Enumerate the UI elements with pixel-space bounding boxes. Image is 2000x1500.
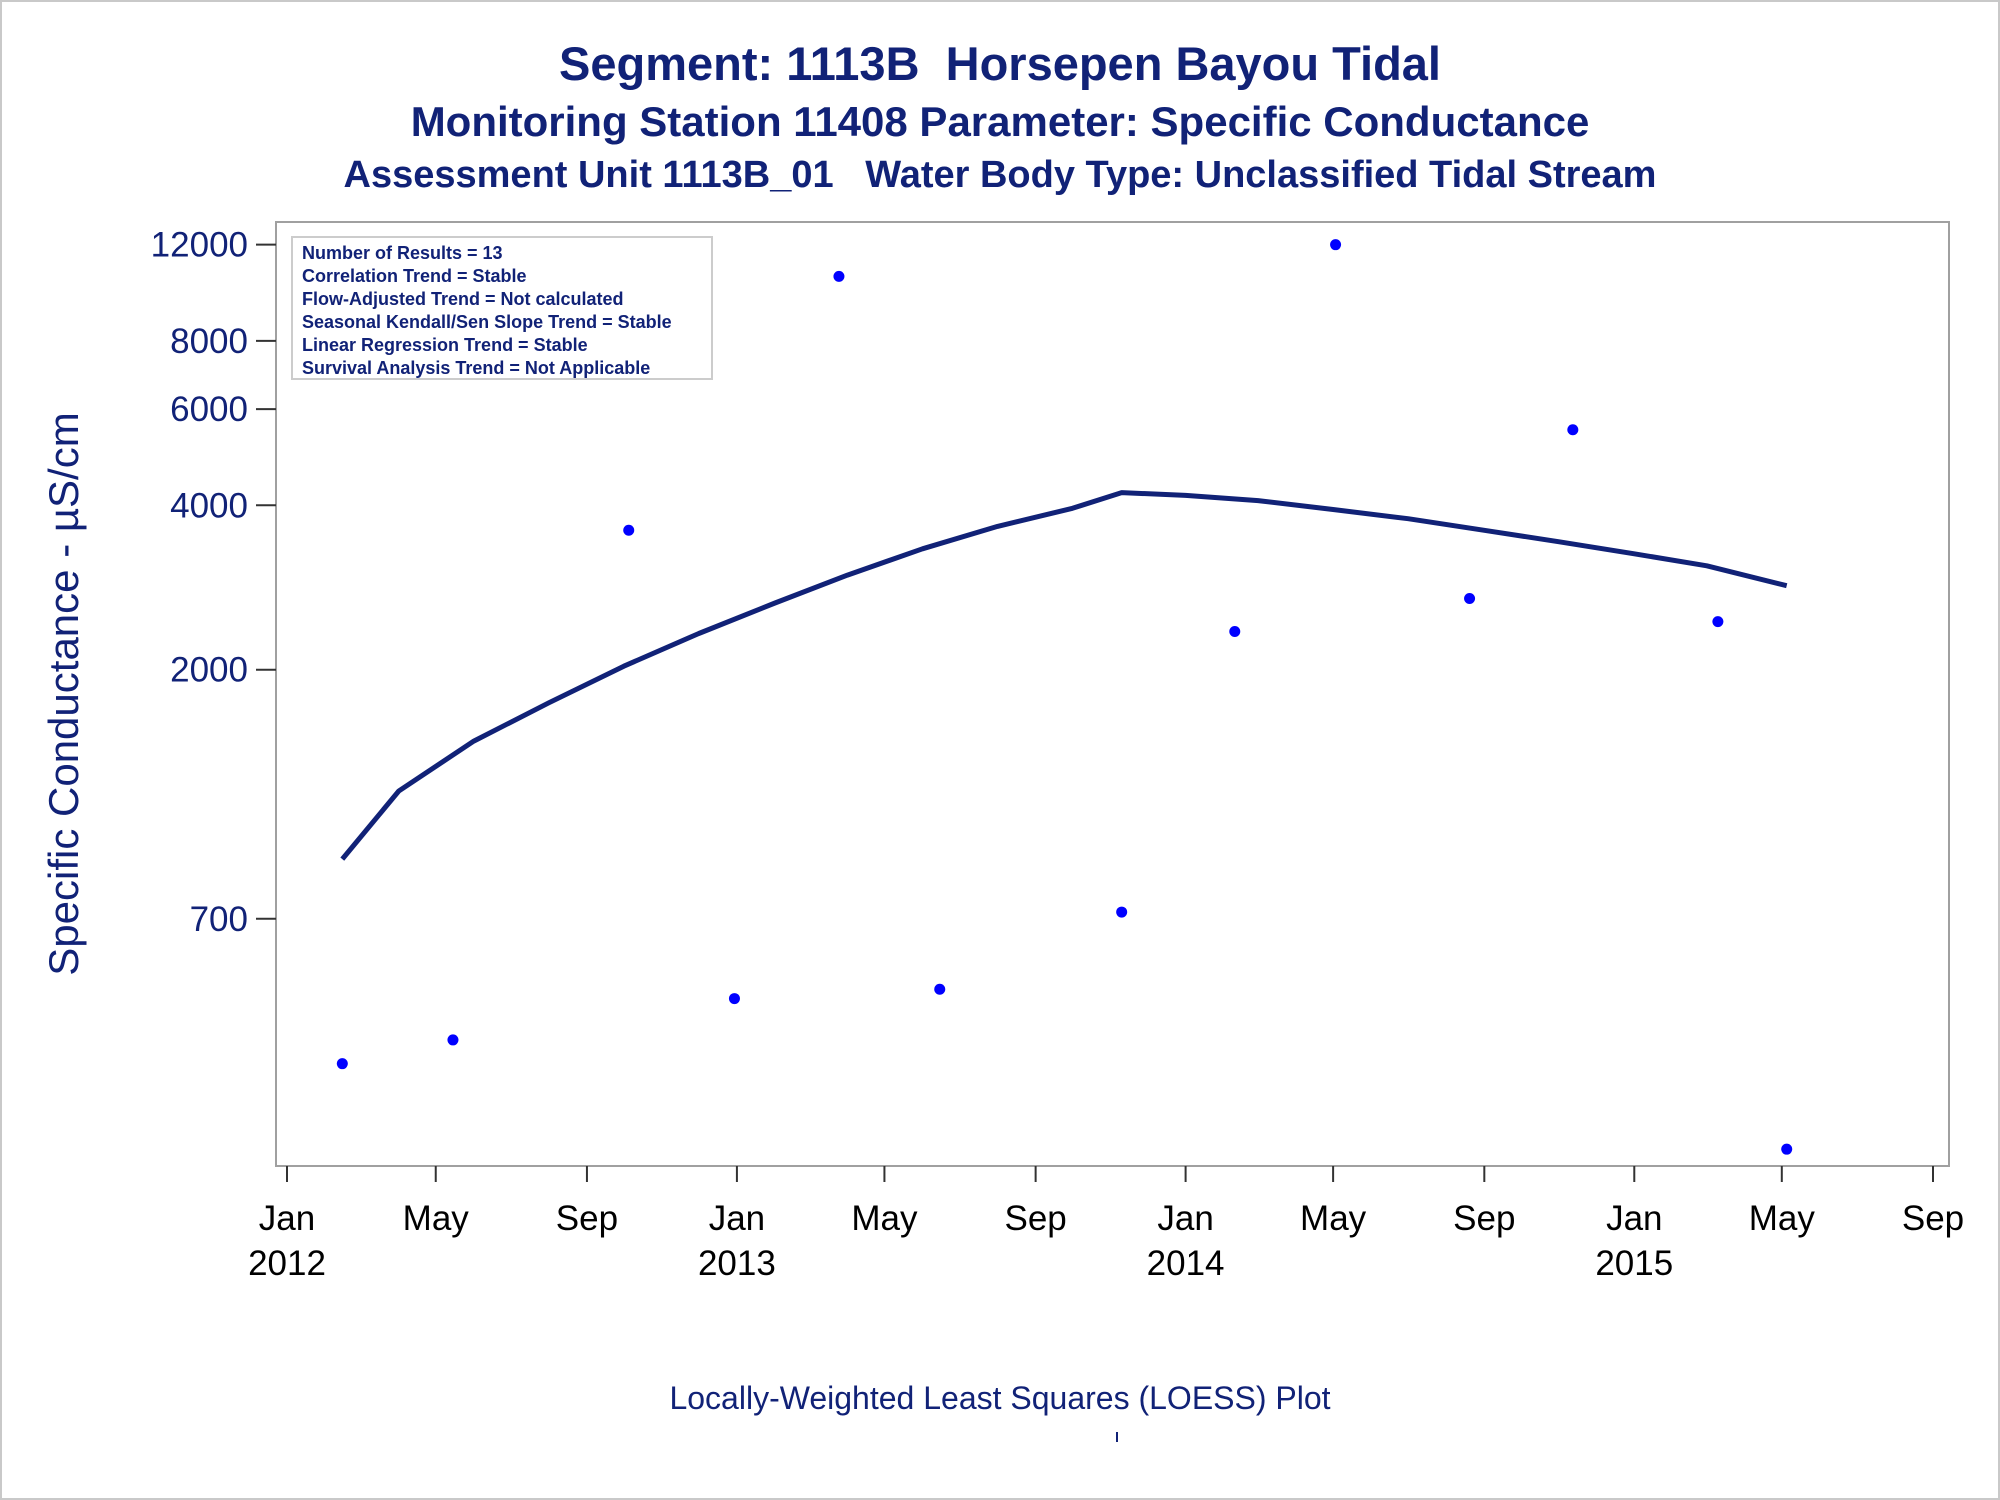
- x-axis: Jan 2012 May Sep Jan 2013 May Sep Jan 2014 May Sep J…: [248, 1166, 1964, 1283]
- x-tick-year-label: 2012: [248, 1244, 326, 1283]
- x-tick-label: May: [1300, 1199, 1367, 1238]
- data-points-group: [336, 239, 1793, 1155]
- x-tick-label: Jan: [259, 1199, 315, 1238]
- y-tick-label: 8000: [170, 322, 248, 361]
- x-tick-label: Jan: [709, 1199, 765, 1238]
- x-tick-year-label: 2014: [1147, 1244, 1225, 1283]
- stats-legend-entry: Correlation Trend = Stable: [302, 266, 527, 286]
- x-tick-year-label: 2015: [1595, 1244, 1673, 1283]
- data-point: [1229, 625, 1241, 637]
- data-point: [623, 524, 635, 536]
- x-tick-label: Sep: [1902, 1199, 1964, 1238]
- stats-legend-entry: Number of Results = 13: [302, 243, 503, 263]
- y-tick-label: 700: [190, 900, 248, 939]
- x-tick-label: Sep: [1004, 1199, 1066, 1238]
- data-point: [1330, 239, 1342, 251]
- y-axis: 700 2000 4000 6000 8000 12000: [151, 226, 276, 939]
- y-tick-label: 6000: [170, 390, 248, 429]
- stats-legend-box: Number of Results = 13 Correlation Trend …: [291, 236, 713, 380]
- x-tick-label: May: [851, 1199, 918, 1238]
- plot-area: [275, 221, 1950, 1167]
- data-point: [833, 270, 845, 282]
- chart-subtitle: Monitoring Station 11408 Parameter: Spec…: [410, 98, 1590, 145]
- chart-title: Segment: 1113B Horsepen Bayou Tidal: [559, 37, 1441, 90]
- stats-legend-entry: Flow-Adjusted Trend = Not calculated: [302, 289, 624, 309]
- x-tick-year-label: 2013: [698, 1244, 776, 1283]
- y-tick-label: 12000: [151, 226, 248, 265]
- y-axis-label: Specific Conductance - µS/cm: [40, 412, 87, 975]
- data-point: [447, 1034, 459, 1046]
- x-tick-label: Jan: [1157, 1199, 1213, 1238]
- data-point: [728, 993, 740, 1005]
- data-point: [1781, 1143, 1793, 1155]
- data-point: [1712, 616, 1724, 628]
- stats-legend-entry: Survival Analysis Trend = Not Applicable: [302, 358, 650, 378]
- x-tick-label: Jan: [1606, 1199, 1662, 1238]
- x-tick-label: Sep: [556, 1199, 618, 1238]
- x-tick-label: Sep: [1453, 1199, 1515, 1238]
- chart-footnote: Locally-Weighted Least Squares (LOESS) P…: [669, 1380, 1331, 1416]
- data-point: [1464, 593, 1476, 605]
- footnote-tick-mark: [1116, 1432, 1118, 1442]
- chart-subtitle-secondary: Assessment Unit 1113B_01 Water Body Type…: [343, 154, 1657, 196]
- stats-legend-entry: Seasonal Kendall/Sen Slope Trend = Stabl…: [302, 312, 672, 332]
- x-tick-label: May: [403, 1199, 470, 1238]
- y-tick-label: 2000: [170, 651, 248, 690]
- stats-legend-entry: Linear Regression Trend = Stable: [302, 335, 588, 355]
- x-tick-label: May: [1749, 1199, 1816, 1238]
- loess-line-group: [340, 490, 1788, 861]
- y-tick-label: 4000: [170, 486, 248, 525]
- data-point: [336, 1058, 348, 1070]
- loess-line: [340, 490, 1788, 861]
- data-point: [1567, 424, 1579, 436]
- stats-legend-frame: [291, 236, 713, 380]
- data-point: [934, 983, 946, 995]
- data-point: [1116, 906, 1128, 918]
